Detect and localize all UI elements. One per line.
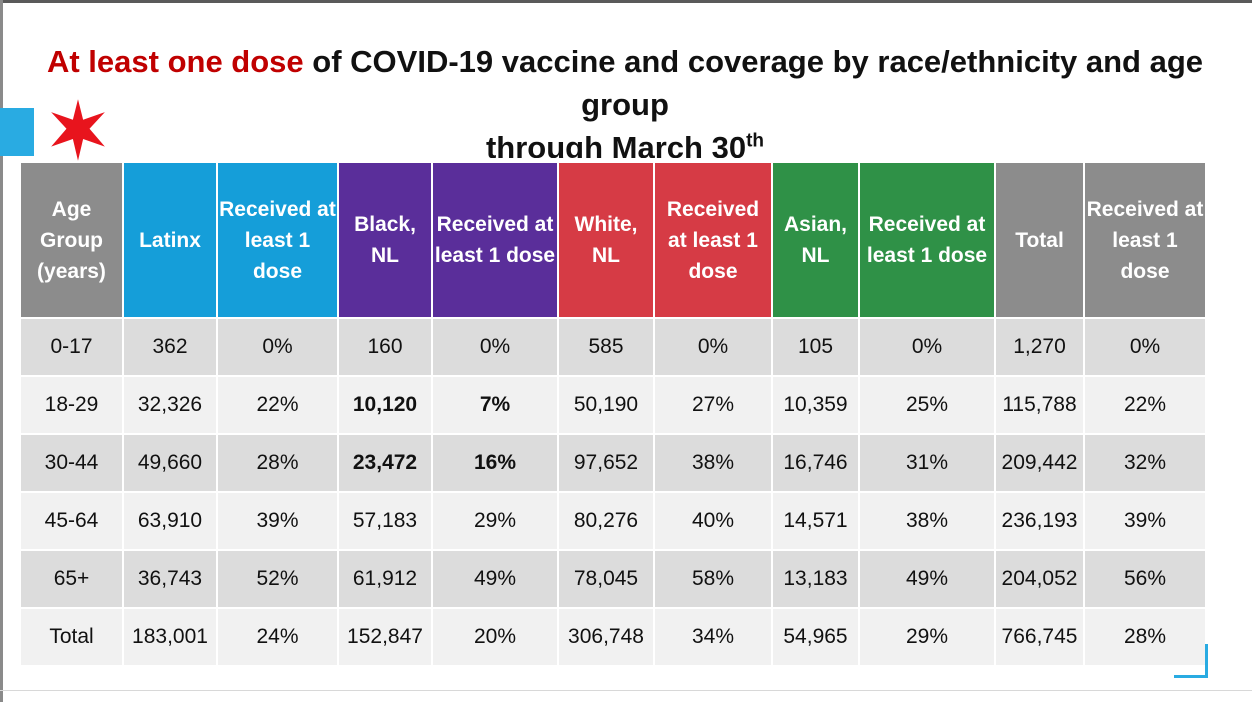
table-cell: 39% <box>216 491 339 551</box>
table-cell: 0% <box>858 317 996 377</box>
table-row: 45-64 63,910 39% 57,183 29% 80,276 40% 1… <box>19 491 1207 551</box>
table-cell: 40% <box>653 491 773 551</box>
top-border <box>0 0 1252 3</box>
table-cell: 183,001 <box>122 607 218 667</box>
bottom-border <box>0 690 1252 691</box>
table-cell: 49,660 <box>122 433 218 493</box>
highlighted-cell: 7% <box>431 375 559 435</box>
table-cell: 1,270 <box>994 317 1085 377</box>
header-black-received: Received at least 1 dose <box>431 161 559 319</box>
table-cell: 58% <box>653 549 773 609</box>
table-cell: 63,910 <box>122 491 218 551</box>
table-cell: 56% <box>1083 549 1207 609</box>
table-cell: 49% <box>431 549 559 609</box>
table-cell: 28% <box>1083 607 1207 667</box>
table-row: 30-44 49,660 28% 23,472 16% 97,652 38% 1… <box>19 433 1207 493</box>
table-cell: 57,183 <box>337 491 433 551</box>
table-cell: 28% <box>216 433 339 493</box>
table-row: Total 183,001 24% 152,847 20% 306,748 34… <box>19 607 1207 667</box>
header-latinx: Latinx <box>122 161 218 319</box>
table-cell: 105 <box>771 317 860 377</box>
table-cell: 0% <box>653 317 773 377</box>
title-highlight: At least one dose <box>46 44 304 79</box>
left-border <box>0 0 3 702</box>
table-cell: 50,190 <box>557 375 655 435</box>
header-white-received: Received at least 1 dose <box>653 161 773 319</box>
corner-mark <box>1174 644 1208 678</box>
table-cell: 204,052 <box>994 549 1085 609</box>
table-cell: 22% <box>216 375 339 435</box>
header-white: White, NL <box>557 161 655 319</box>
table-cell: 306,748 <box>557 607 655 667</box>
table-cell: 25% <box>858 375 996 435</box>
table-cell: 78,045 <box>557 549 655 609</box>
slide-title: At least one dose of COVID-19 vaccine an… <box>30 40 1220 158</box>
table-cell: 766,745 <box>994 607 1085 667</box>
table-cell: 13,183 <box>771 549 860 609</box>
header-row: Age Group (years) Latinx Received at lea… <box>19 161 1207 319</box>
title-main: At least one dose of COVID-19 vaccine an… <box>30 40 1220 126</box>
table-cell: 0% <box>431 317 559 377</box>
table-cell: 16,746 <box>771 433 860 493</box>
table-cell: 32% <box>1083 433 1207 493</box>
table-cell: 209,442 <box>994 433 1085 493</box>
table-cell: 54,965 <box>771 607 860 667</box>
header-total: Total <box>994 161 1085 319</box>
age-group-cell: 0-17 <box>19 317 124 377</box>
table-cell: 38% <box>653 433 773 493</box>
table-cell: 61,912 <box>337 549 433 609</box>
table-cell: 80,276 <box>557 491 655 551</box>
table-cell: 152,847 <box>337 607 433 667</box>
table-cell: 22% <box>1083 375 1207 435</box>
highlighted-cell: 23,472 <box>337 433 433 493</box>
star-icon <box>51 99 105 161</box>
table-cell: 585 <box>557 317 655 377</box>
title-rest: of COVID-19 vaccine and coverage by race… <box>303 44 1204 122</box>
table-cell: 29% <box>858 607 996 667</box>
table-cell: 52% <box>216 549 339 609</box>
header-black: Black, NL <box>337 161 433 319</box>
table-cell: 34% <box>653 607 773 667</box>
age-group-cell: Total <box>19 607 124 667</box>
table-cell: 0% <box>216 317 339 377</box>
table-row: 18-29 32,326 22% 10,120 7% 50,190 27% 10… <box>19 375 1207 435</box>
table-cell: 31% <box>858 433 996 493</box>
table-cell: 49% <box>858 549 996 609</box>
table-row: 65+ 36,743 52% 61,912 49% 78,045 58% 13,… <box>19 549 1207 609</box>
table-cell: 97,652 <box>557 433 655 493</box>
table-cell: 0% <box>1083 317 1207 377</box>
highlighted-cell: 10,120 <box>337 375 433 435</box>
header-total-received: Received at least 1 dose <box>1083 161 1207 319</box>
table-cell: 115,788 <box>994 375 1085 435</box>
table-row: 0-17 362 0% 160 0% 585 0% 105 0% 1,270 0… <box>19 317 1207 377</box>
vaccine-coverage-table: Age Group (years) Latinx Received at lea… <box>19 161 1207 667</box>
age-group-cell: 18-29 <box>19 375 124 435</box>
table-cell: 27% <box>653 375 773 435</box>
table-cell: 38% <box>858 491 996 551</box>
table-cell: 362 <box>122 317 218 377</box>
age-group-cell: 30-44 <box>19 433 124 493</box>
age-group-cell: 65+ <box>19 549 124 609</box>
header-asian: Asian, NL <box>771 161 860 319</box>
header-asian-received: Received at least 1 dose <box>858 161 996 319</box>
title-date-prefix: through March 30 <box>485 130 747 158</box>
table-cell: 24% <box>216 607 339 667</box>
table-cell: 236,193 <box>994 491 1085 551</box>
table-cell: 36,743 <box>122 549 218 609</box>
accent-square <box>0 108 34 156</box>
header-age-group: Age Group (years) <box>19 161 124 319</box>
table-cell: 14,571 <box>771 491 860 551</box>
table-cell: 10,359 <box>771 375 860 435</box>
highlighted-cell: 16% <box>431 433 559 493</box>
table-cell: 39% <box>1083 491 1207 551</box>
table-cell: 20% <box>431 607 559 667</box>
table-cell: 32,326 <box>122 375 218 435</box>
title-date-sup: th <box>746 130 765 152</box>
table-cell: 29% <box>431 491 559 551</box>
age-group-cell: 45-64 <box>19 491 124 551</box>
header-latinx-received: Received at least 1 dose <box>216 161 339 319</box>
title-date: through March 30th <box>30 126 1220 158</box>
table-cell: 160 <box>337 317 433 377</box>
